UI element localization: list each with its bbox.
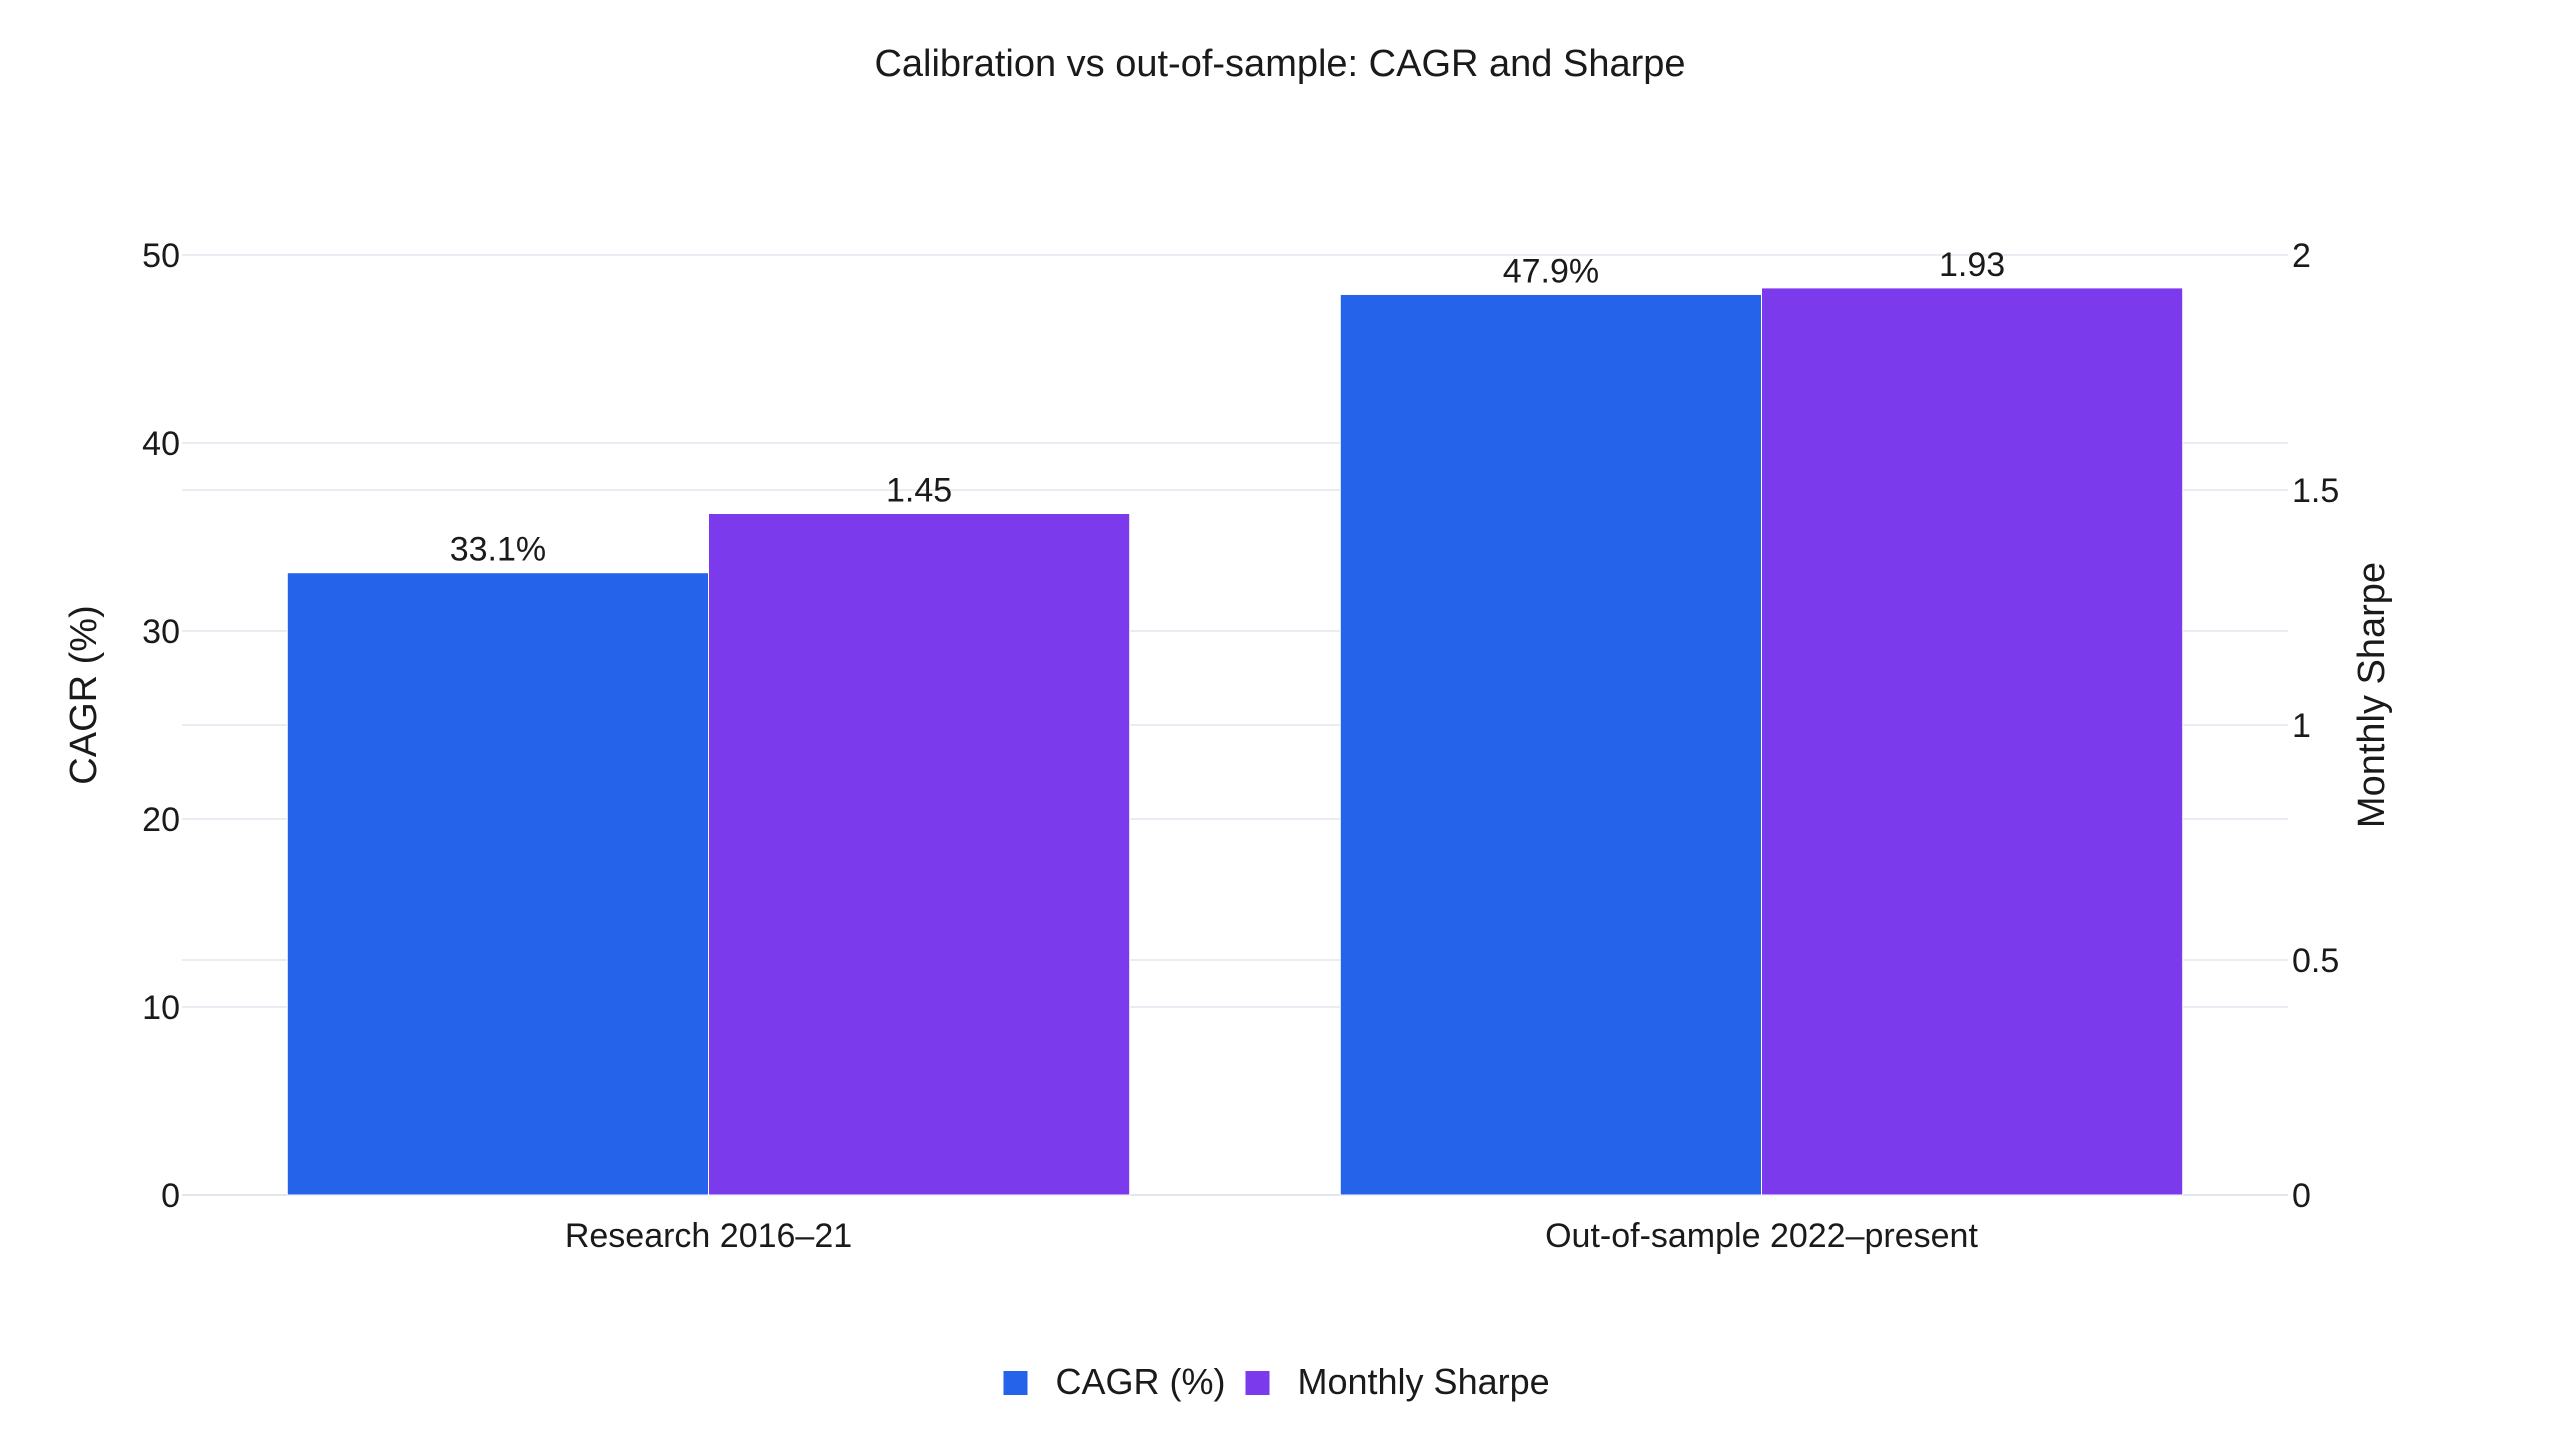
y-left-tick-label: 50 bbox=[142, 237, 180, 275]
bars-layer bbox=[286, 287, 2184, 1196]
bar-value-label: 1.93 bbox=[1939, 246, 2005, 284]
y-right-tick-label: 1 bbox=[2292, 707, 2311, 745]
legend-label[interactable]: CAGR (%) bbox=[1056, 1361, 1226, 1402]
bar-value-label: 1.45 bbox=[886, 472, 952, 510]
y-left-tick-label: 10 bbox=[142, 989, 180, 1027]
legend-swatch[interactable] bbox=[1245, 1371, 1270, 1395]
y-left-tick-label: 40 bbox=[142, 425, 180, 463]
x-tick-label: Research 2016–21 bbox=[565, 1217, 852, 1255]
y-left-tick-label: 20 bbox=[142, 801, 180, 839]
bar-sharpe bbox=[1761, 287, 2184, 1196]
bar-cagr bbox=[286, 572, 709, 1196]
bar-cagr bbox=[1339, 293, 1763, 1196]
bar-sharpe bbox=[708, 513, 1131, 1196]
bar-value-label: 47.9% bbox=[1503, 252, 1599, 290]
bar-value-label: 33.1% bbox=[450, 531, 546, 569]
y-left-tick-label: 0 bbox=[161, 1177, 180, 1215]
legend-label[interactable]: Monthly Sharpe bbox=[1298, 1361, 1550, 1402]
y-axis-right-title: Monthly Sharpe bbox=[2351, 562, 2393, 828]
y-right-tick-label: 1.5 bbox=[2292, 472, 2339, 510]
legend-swatch[interactable] bbox=[1003, 1371, 1028, 1395]
y-left-tick-label: 30 bbox=[142, 613, 180, 651]
chart-title: Calibration vs out-of-sample: CAGR and S… bbox=[874, 43, 1685, 85]
y-right-tick-label: 0.5 bbox=[2292, 942, 2339, 980]
x-axis-ticks: Research 2016–21 Out-of-sample 2022–prese… bbox=[565, 1217, 1979, 1255]
right-axis-ticks: 0 0.5 1 1.5 2 bbox=[2292, 237, 2339, 1215]
y-axis-left-title: CAGR (%) bbox=[63, 605, 105, 784]
y-right-tick-label: 2 bbox=[2292, 237, 2311, 275]
x-tick-label: Out-of-sample 2022–present bbox=[1545, 1217, 1978, 1255]
legend: CAGR (%) Monthly Sharpe bbox=[1003, 1361, 1550, 1402]
y-right-tick-label: 0 bbox=[2292, 1177, 2311, 1215]
data-labels-layer: 33.1% 1.45 47.9% 1.93 bbox=[450, 246, 2005, 569]
left-axis-ticks: 0 10 20 30 40 50 bbox=[142, 237, 180, 1215]
